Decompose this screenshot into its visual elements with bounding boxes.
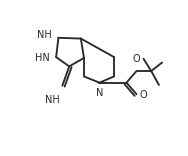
Text: N: N <box>96 88 103 98</box>
Text: O: O <box>140 90 147 100</box>
Text: NH: NH <box>45 95 60 105</box>
Text: O: O <box>133 54 140 64</box>
Text: NH: NH <box>37 30 52 40</box>
Text: HN: HN <box>35 53 50 63</box>
